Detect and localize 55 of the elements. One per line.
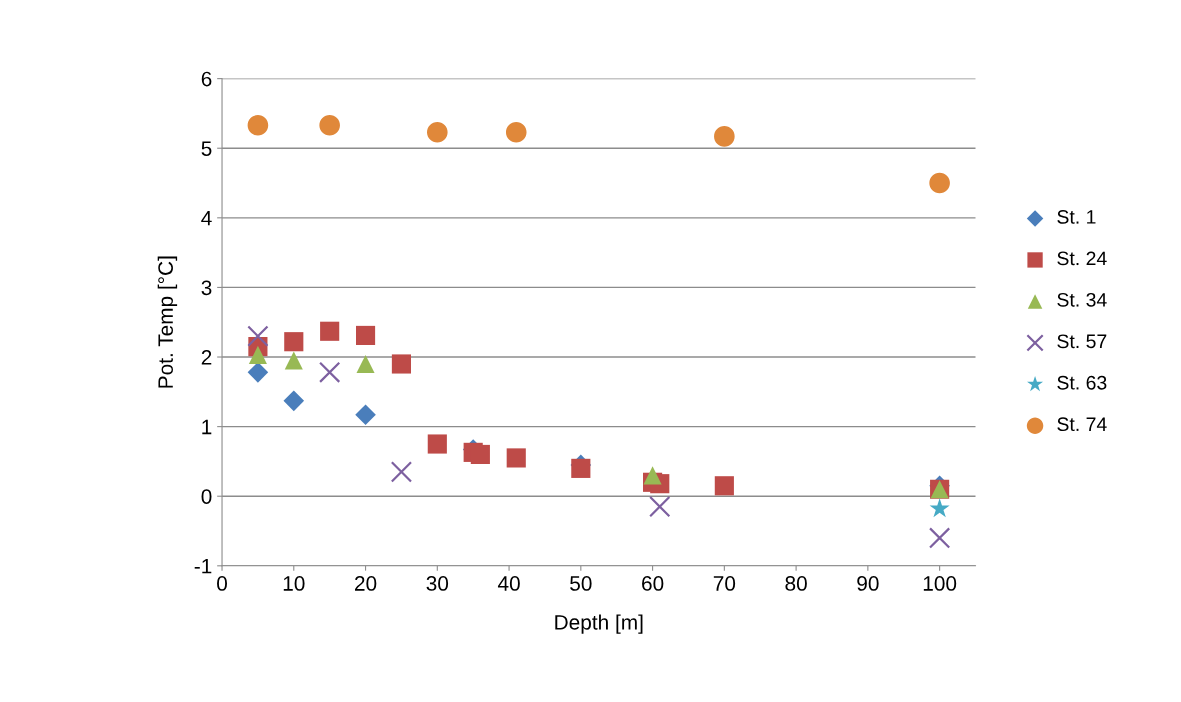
point — [319, 114, 340, 136]
x-tick-label: 60 — [642, 576, 664, 591]
y-tick-label: 2 — [201, 350, 212, 365]
x-tick-label: 30 — [426, 576, 449, 591]
y-axis-title: Pot. Temp [°C] — [157, 256, 178, 388]
point — [355, 325, 376, 346]
point — [390, 461, 413, 483]
y-tick-label: 4 — [201, 211, 212, 226]
point — [643, 466, 662, 485]
point — [247, 325, 269, 347]
y-tick-label: 0 — [201, 489, 212, 504]
y-tick-label: 6 — [201, 71, 212, 87]
point — [929, 498, 950, 518]
legend-label: St. 34 — [1057, 292, 1107, 307]
point — [284, 332, 304, 352]
y-tick-label: -1 — [194, 559, 212, 574]
x-tick-label: 0 — [217, 576, 228, 591]
point — [320, 321, 340, 341]
point — [929, 172, 950, 194]
legend-label: St. 24 — [1057, 251, 1107, 266]
legend-label: St. 1 — [1057, 210, 1096, 224]
legend-label: St. 63 — [1057, 375, 1107, 390]
point — [506, 448, 526, 468]
point — [714, 126, 735, 147]
x-tick-label: 20 — [355, 576, 377, 591]
x-tick-label: 90 — [857, 576, 879, 591]
point — [571, 458, 591, 478]
x-tick-label: 10 — [283, 576, 305, 591]
point — [356, 354, 375, 374]
point — [318, 361, 341, 384]
x-tick-label: 80 — [785, 576, 807, 591]
y-tick-label: 5 — [201, 141, 212, 156]
point — [283, 390, 305, 412]
x-tick-label: 100 — [923, 576, 957, 591]
y-tick-label: 3 — [201, 280, 212, 296]
x-tick-label: 50 — [570, 576, 592, 591]
point — [714, 476, 734, 496]
point — [427, 434, 447, 454]
legend-label: St. 74 — [1057, 417, 1107, 432]
point — [355, 404, 376, 426]
x-axis-title: Depth [m] — [555, 614, 643, 634]
point — [427, 121, 448, 143]
point — [391, 354, 411, 374]
point — [247, 362, 269, 383]
point — [284, 351, 303, 370]
point — [928, 527, 951, 549]
point — [248, 345, 267, 364]
x-tick-label: 40 — [497, 576, 520, 591]
point — [247, 114, 269, 136]
y-tick-label: 1 — [202, 419, 212, 435]
point — [649, 495, 671, 518]
legend-label: St. 57 — [1057, 334, 1107, 349]
x-tick-label: 70 — [713, 576, 736, 591]
point — [470, 444, 490, 465]
point — [505, 121, 527, 143]
